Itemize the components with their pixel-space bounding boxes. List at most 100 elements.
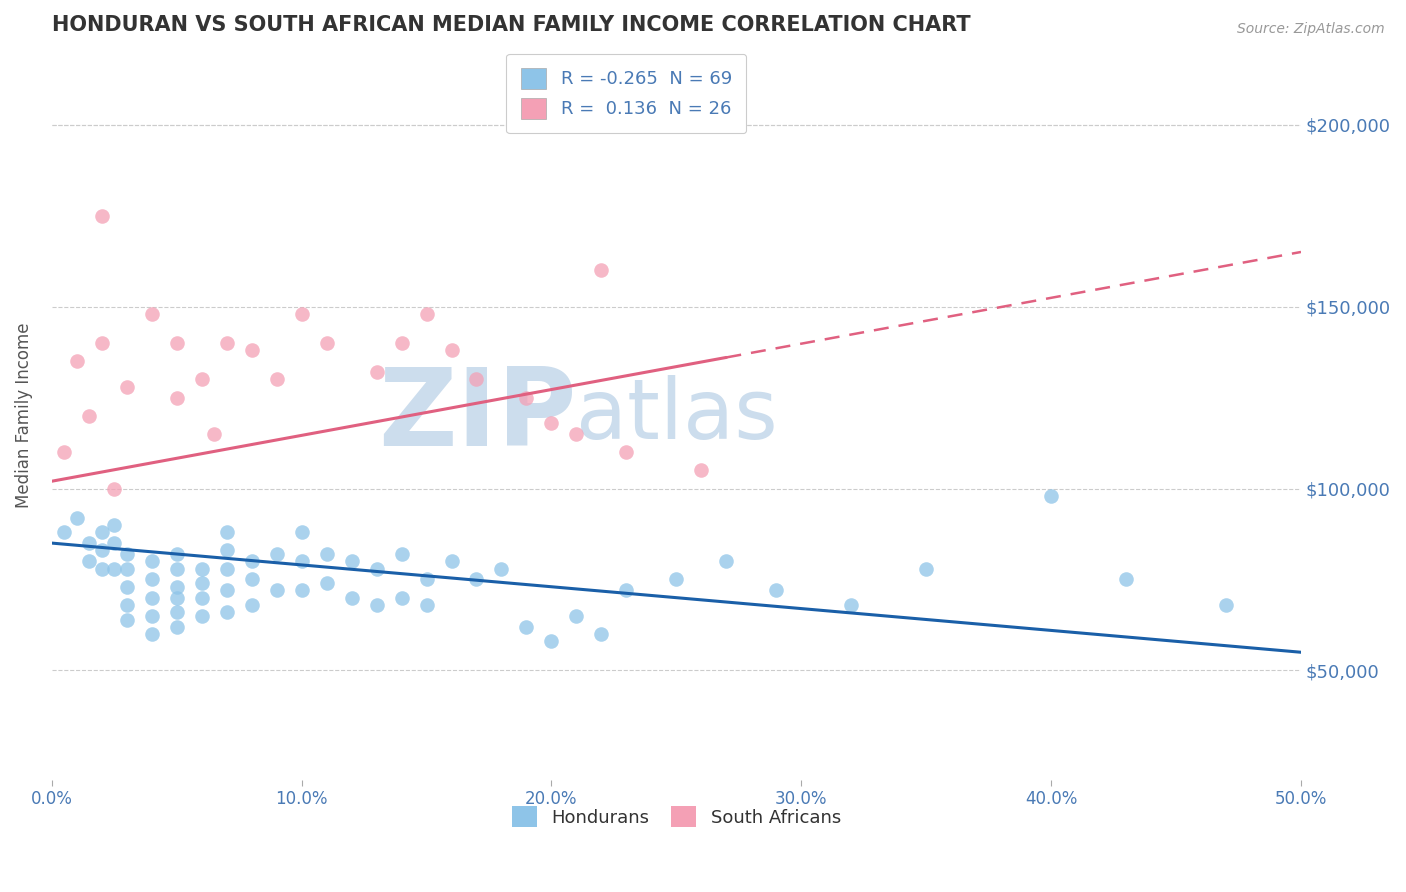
Point: [315, 547, 337, 561]
Legend: Hondurans, South Africans: Hondurans, South Africans: [503, 797, 851, 836]
Point: [540, 634, 562, 648]
Point: [141, 608, 163, 623]
Point: [90, 335, 112, 350]
Text: Source: ZipAtlas.com: Source: ZipAtlas.com: [1237, 22, 1385, 37]
Point: [1215, 598, 1237, 612]
Point: [616, 583, 638, 598]
Point: [190, 608, 212, 623]
Point: [115, 598, 138, 612]
Point: [366, 598, 388, 612]
Point: [315, 335, 337, 350]
Point: [240, 598, 263, 612]
Point: [166, 591, 188, 605]
Point: [665, 573, 688, 587]
Point: [141, 591, 163, 605]
Point: [515, 391, 537, 405]
Point: [77, 554, 100, 568]
Point: [415, 307, 437, 321]
Point: [465, 372, 488, 386]
Point: [440, 554, 463, 568]
Point: [215, 605, 238, 619]
Point: [103, 517, 125, 532]
Point: [166, 605, 188, 619]
Point: [565, 426, 588, 441]
Point: [291, 525, 314, 540]
Point: [391, 591, 413, 605]
Point: [103, 536, 125, 550]
Point: [215, 525, 238, 540]
Point: [340, 554, 363, 568]
Point: [141, 627, 163, 641]
Point: [77, 409, 100, 423]
Point: [53, 445, 76, 459]
Point: [366, 365, 388, 379]
Text: HONDURAN VS SOUTH AFRICAN MEDIAN FAMILY INCOME CORRELATION CHART: HONDURAN VS SOUTH AFRICAN MEDIAN FAMILY …: [52, 15, 970, 35]
Point: [391, 547, 413, 561]
Point: [66, 354, 89, 368]
Point: [166, 620, 188, 634]
Text: atlas: atlas: [576, 376, 778, 456]
Point: [340, 591, 363, 605]
Point: [141, 573, 163, 587]
Point: [141, 307, 163, 321]
Point: [491, 561, 513, 575]
Point: [765, 583, 787, 598]
Point: [90, 525, 112, 540]
Point: [291, 554, 314, 568]
Point: [1115, 573, 1137, 587]
Point: [266, 372, 288, 386]
Point: [690, 463, 713, 477]
Point: [915, 561, 938, 575]
Point: [291, 307, 314, 321]
Point: [115, 613, 138, 627]
Point: [291, 583, 314, 598]
Point: [115, 580, 138, 594]
Point: [591, 263, 613, 277]
Point: [190, 372, 212, 386]
Point: [266, 583, 288, 598]
Point: [540, 416, 562, 430]
Point: [240, 554, 263, 568]
Point: [415, 598, 437, 612]
Point: [315, 576, 337, 591]
Point: [141, 554, 163, 568]
Point: [103, 561, 125, 575]
Text: ZIP: ZIP: [378, 363, 576, 468]
Point: [166, 547, 188, 561]
Point: [415, 573, 437, 587]
Point: [565, 608, 588, 623]
Point: [591, 627, 613, 641]
Point: [77, 536, 100, 550]
Point: [190, 576, 212, 591]
Point: [391, 335, 413, 350]
Point: [53, 525, 76, 540]
Point: [215, 335, 238, 350]
Point: [240, 343, 263, 358]
Point: [115, 547, 138, 561]
Point: [166, 561, 188, 575]
Point: [215, 561, 238, 575]
Point: [366, 561, 388, 575]
Point: [90, 543, 112, 558]
Point: [166, 391, 188, 405]
Point: [190, 591, 212, 605]
Point: [1040, 489, 1063, 503]
Point: [202, 426, 225, 441]
Point: [115, 561, 138, 575]
Point: [616, 445, 638, 459]
Point: [190, 561, 212, 575]
Point: [115, 379, 138, 393]
Y-axis label: Median Family Income: Median Family Income: [15, 323, 32, 508]
Point: [240, 573, 263, 587]
Point: [266, 547, 288, 561]
Point: [166, 580, 188, 594]
Point: [465, 573, 488, 587]
Point: [515, 620, 537, 634]
Point: [215, 583, 238, 598]
Point: [716, 554, 738, 568]
Point: [103, 482, 125, 496]
Point: [166, 335, 188, 350]
Point: [66, 510, 89, 524]
Point: [90, 561, 112, 575]
Point: [215, 543, 238, 558]
